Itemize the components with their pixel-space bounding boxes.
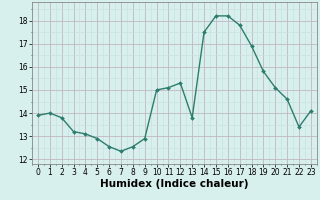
X-axis label: Humidex (Indice chaleur): Humidex (Indice chaleur): [100, 179, 249, 189]
